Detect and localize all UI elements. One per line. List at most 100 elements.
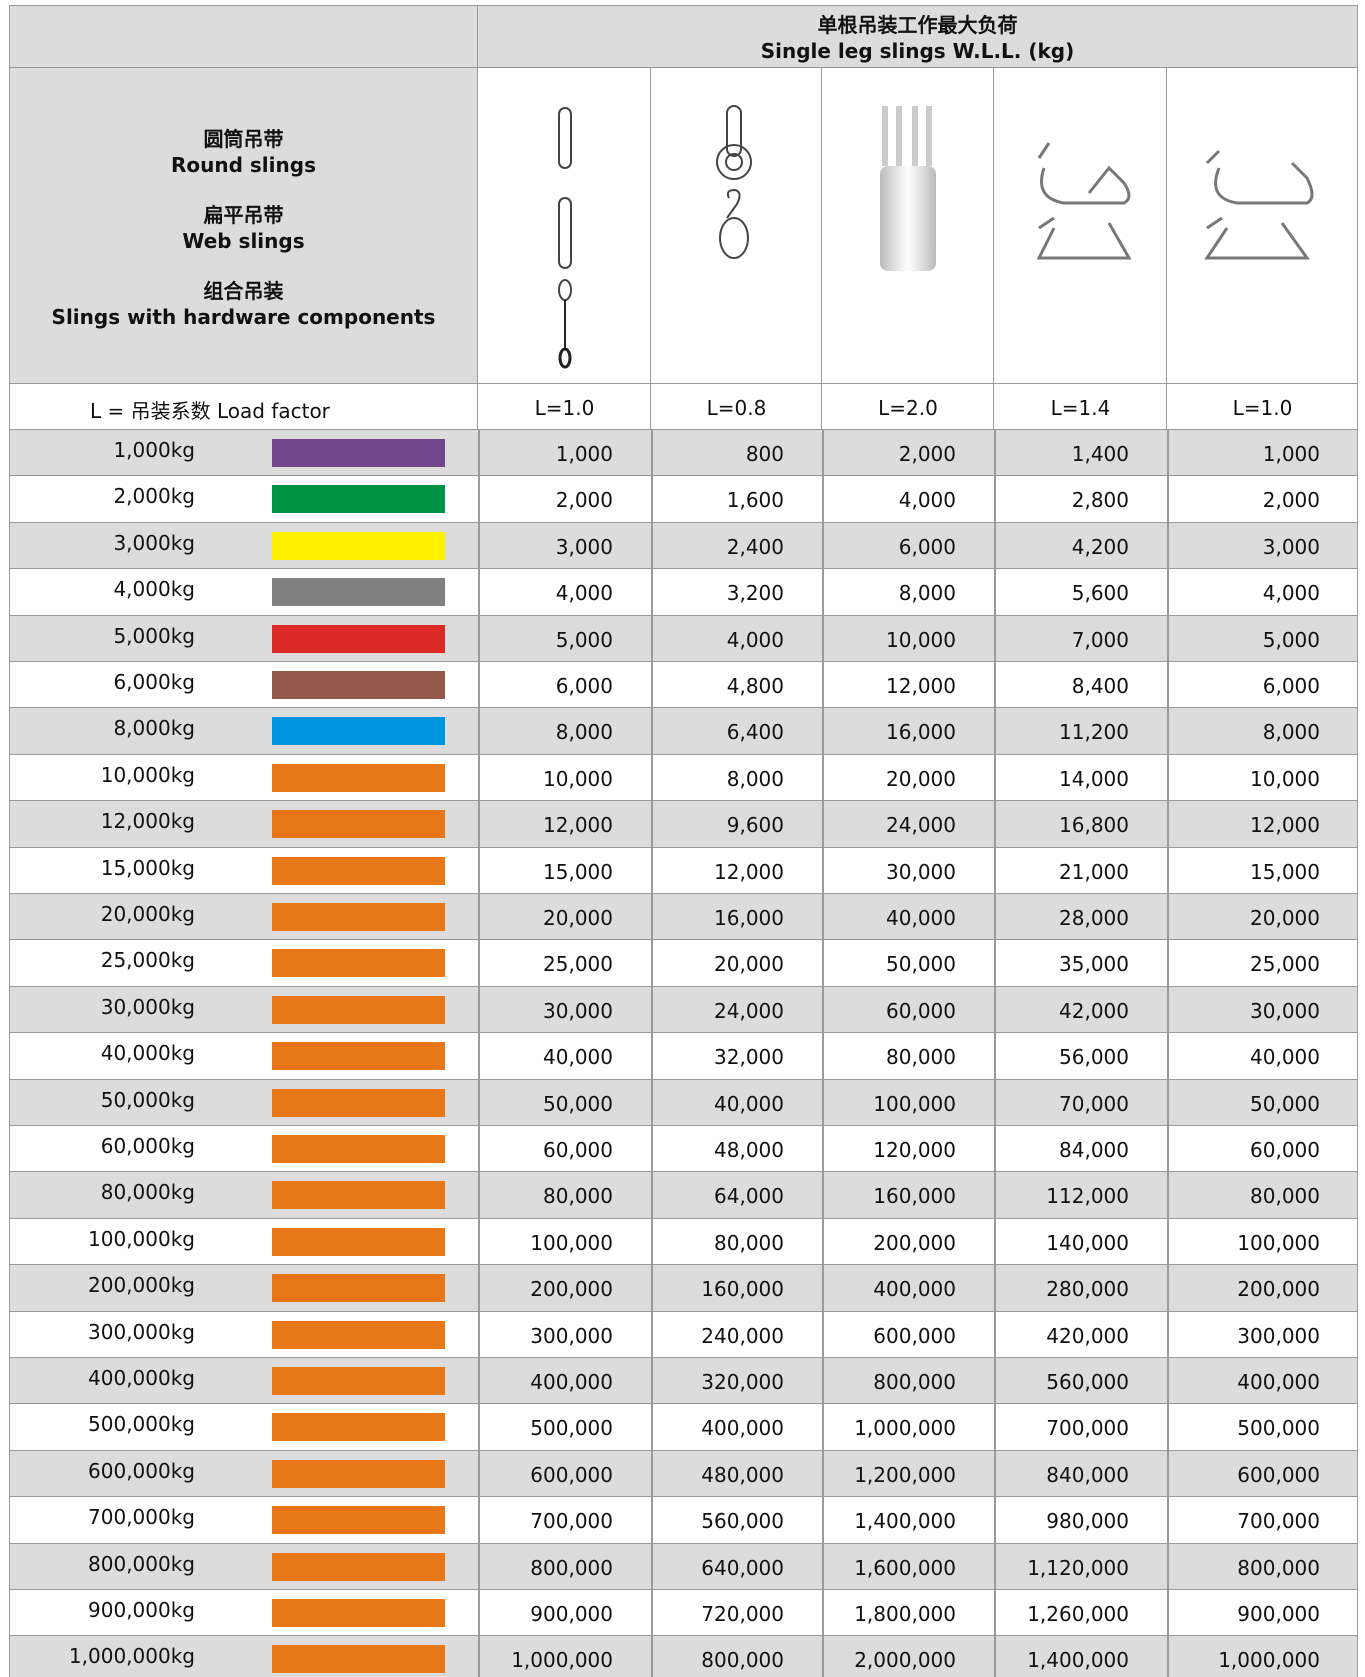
- color-swatch: [272, 717, 445, 745]
- cell-divider: [478, 1219, 480, 1265]
- cell-divider: [478, 940, 480, 986]
- capacity-label: 900,000kg: [88, 1598, 195, 1622]
- wll-value: 3,000: [556, 535, 613, 559]
- color-swatch: [272, 1460, 445, 1488]
- cell-divider: [651, 569, 653, 615]
- wll-value: 800,000: [530, 1556, 613, 1580]
- wll-value: 8,000: [899, 581, 956, 605]
- wll-value: 1,400,000: [854, 1509, 956, 1533]
- wll-value: 40,000: [543, 1045, 613, 1069]
- cell-divider: [994, 1126, 996, 1172]
- wll-value: 7,000: [1072, 628, 1129, 652]
- capacity-label: 3,000kg: [113, 531, 195, 555]
- cell-divider: [478, 708, 480, 754]
- cell-divider: [822, 708, 824, 754]
- capacity-label: 2,000kg: [113, 484, 195, 508]
- cell-divider: [1357, 1497, 1359, 1543]
- wll-value: 80,000: [543, 1184, 613, 1208]
- wll-value: 640,000: [701, 1556, 784, 1580]
- wll-value: 200,000: [530, 1277, 613, 1301]
- cell-divider: [994, 1497, 996, 1543]
- wll-value: 600,000: [530, 1463, 613, 1487]
- vertical-hitch-icon: [478, 68, 651, 384]
- wll-value: 4,000: [727, 628, 784, 652]
- cell-divider: [651, 1126, 653, 1172]
- cell-divider: [1357, 708, 1359, 754]
- color-swatch: [272, 949, 445, 977]
- color-swatch: [272, 1413, 445, 1441]
- icon-cell: [994, 68, 1167, 384]
- row-background: [9, 1451, 1358, 1497]
- color-swatch: [272, 1228, 445, 1256]
- wll-value: 21,000: [1059, 860, 1129, 884]
- wll-value: 800,000: [701, 1648, 784, 1672]
- cell-divider: [478, 894, 480, 940]
- wll-value: 720,000: [701, 1602, 784, 1626]
- capacity-label: 50,000kg: [101, 1088, 195, 1112]
- wll-value: 1,400,000: [1027, 1648, 1129, 1672]
- cell-divider: [1167, 1358, 1169, 1404]
- wll-value: 35,000: [1059, 952, 1129, 976]
- cell-divider: [822, 430, 824, 476]
- row-background: [9, 1312, 1358, 1358]
- cell-divider: [478, 1312, 480, 1358]
- capacity-label: 4,000kg: [113, 577, 195, 601]
- cell-divider: [822, 1126, 824, 1172]
- cell-divider: [651, 1404, 653, 1450]
- wll-value: 800,000: [1237, 1556, 1320, 1580]
- cell-divider: [1167, 1590, 1169, 1636]
- capacity-label: 10,000kg: [101, 763, 195, 787]
- basket-angle-icon: [1167, 68, 1358, 384]
- wll-value: 6,000: [1263, 674, 1320, 698]
- color-swatch: [272, 625, 445, 653]
- cell-divider: [994, 1312, 996, 1358]
- wll-value: 800: [746, 442, 784, 466]
- cell-divider: [994, 662, 996, 708]
- cell-divider: [1167, 848, 1169, 894]
- wll-value: 16,000: [714, 906, 784, 930]
- wll-value: 8,000: [556, 720, 613, 744]
- wll-value: 2,000: [899, 442, 956, 466]
- cell-divider: [1167, 1080, 1169, 1126]
- cell-divider: [1167, 708, 1169, 754]
- wll-value: 2,800: [1072, 488, 1129, 512]
- wll-value: 32,000: [714, 1045, 784, 1069]
- cell-divider: [994, 708, 996, 754]
- cell-divider: [1167, 1451, 1169, 1497]
- cell-divider: [1357, 1358, 1359, 1404]
- row-background: [9, 755, 1358, 801]
- color-swatch: [272, 1506, 445, 1534]
- wll-value: 25,000: [1250, 952, 1320, 976]
- corner-cell: [9, 5, 478, 68]
- cell-divider: [1167, 523, 1169, 569]
- cell-divider: [1167, 1033, 1169, 1079]
- cell-divider: [822, 1497, 824, 1543]
- wll-value: 12,000: [1250, 813, 1320, 837]
- wll-value: 300,000: [1237, 1324, 1320, 1348]
- cell-divider: [651, 1544, 653, 1590]
- cell-divider: [822, 755, 824, 801]
- wll-value: 1,000: [1263, 442, 1320, 466]
- load-factor-value: L=1.4: [994, 396, 1167, 420]
- capacity-label: 15,000kg: [101, 856, 195, 880]
- wll-value: 80,000: [714, 1231, 784, 1255]
- cell-divider: [822, 476, 824, 522]
- cell-divider: [822, 894, 824, 940]
- wll-value: 1,000,000: [854, 1416, 956, 1440]
- wll-value: 15,000: [1250, 860, 1320, 884]
- cell-divider: [994, 755, 996, 801]
- cell-divider: [651, 894, 653, 940]
- cell-divider: [651, 848, 653, 894]
- row-background: [9, 1219, 1358, 1265]
- color-swatch: [272, 1274, 445, 1302]
- cell-divider: [994, 1636, 996, 1677]
- cell-divider: [478, 662, 480, 708]
- wll-value: 1,200,000: [854, 1463, 956, 1487]
- wll-value: 320,000: [701, 1370, 784, 1394]
- header-cell: 单根吊装工作最大负荷 Single leg slings W.L.L. (kg): [478, 5, 1358, 68]
- cell-divider: [1167, 755, 1169, 801]
- cell-divider: [478, 569, 480, 615]
- cell-divider: [1357, 848, 1359, 894]
- wll-value: 2,000,000: [854, 1648, 956, 1672]
- cell-divider: [1167, 1126, 1169, 1172]
